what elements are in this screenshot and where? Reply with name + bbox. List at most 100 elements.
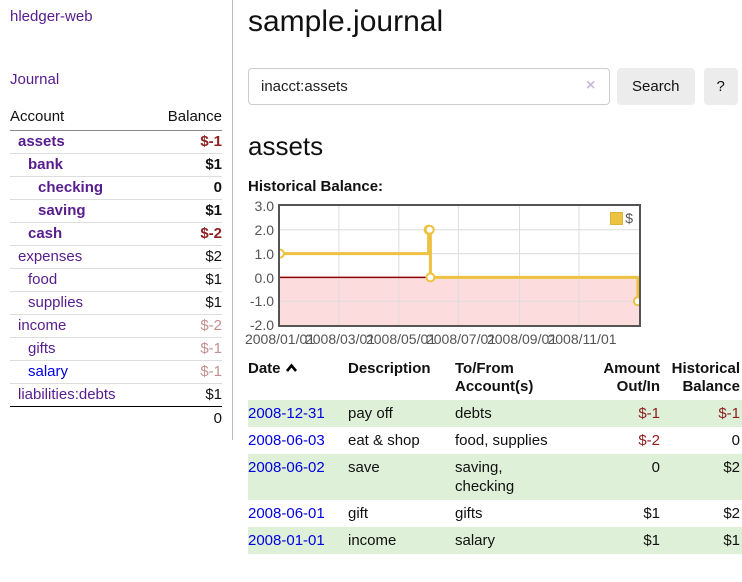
search-form: × Search ? bbox=[248, 68, 740, 105]
account-link-liabilities-debts[interactable]: liabilities:debts bbox=[18, 386, 116, 403]
search-button[interactable]: Search bbox=[617, 68, 695, 105]
account-row-gifts: gifts $-1 bbox=[10, 337, 222, 361]
account-row-supplies: supplies $1 bbox=[10, 291, 222, 315]
accounts-total-value: 0 bbox=[150, 406, 222, 431]
transaction-accounts: salary bbox=[455, 532, 496, 549]
transaction-balance: $2 bbox=[723, 505, 740, 522]
accounts-balance-table: Account Balance assets $-1 bank $1 check… bbox=[10, 105, 222, 431]
legend-label: $ bbox=[625, 210, 633, 226]
account-row-saving: saving $1 bbox=[10, 199, 222, 223]
transaction-date-link[interactable]: 2008-12-31 bbox=[248, 405, 325, 422]
y-tick: 0.0 bbox=[254, 270, 274, 286]
register-row: 2008-06-02 save saving, checking 0 $2 bbox=[248, 454, 742, 500]
transaction-date-link[interactable]: 2008-06-02 bbox=[248, 459, 325, 476]
register-header-date[interactable]: Date bbox=[248, 356, 348, 400]
transaction-amount: $-1 bbox=[638, 405, 660, 422]
account-link-expenses[interactable]: expenses bbox=[18, 248, 83, 265]
transaction-amount: 0 bbox=[651, 459, 660, 476]
accounts-table-header: Account Balance bbox=[10, 105, 222, 131]
y-tick: 1.0 bbox=[254, 246, 274, 262]
account-link-gifts[interactable]: gifts bbox=[28, 340, 56, 357]
y-tick: -1.0 bbox=[249, 293, 274, 309]
accounts-header-account: Account bbox=[10, 105, 151, 131]
register-header-description: Description bbox=[348, 360, 431, 377]
help-button[interactable]: ? bbox=[703, 68, 738, 105]
transaction-accounts: food, supplies bbox=[455, 432, 548, 449]
account-balance: $2 bbox=[150, 245, 222, 269]
register-row: 2008-12-31 pay off debts $-1 $-1 bbox=[248, 400, 742, 427]
account-balance: $1 bbox=[150, 153, 222, 177]
account-row-assets: assets $-1 bbox=[10, 130, 222, 154]
account-row-expenses: expenses $2 bbox=[10, 245, 222, 269]
account-balance: $1 bbox=[150, 199, 222, 223]
account-heading: assets bbox=[248, 131, 324, 161]
historical-balance-chart: 3.0 2.0 1.0 0.0 -1.0 -2.0 $ 2008/01/01 2… bbox=[244, 198, 740, 350]
account-link-assets[interactable]: assets bbox=[18, 133, 65, 150]
register-row: 2008-06-03 eat & shop food, supplies $-2… bbox=[248, 427, 742, 454]
account-balance: 0 bbox=[150, 176, 222, 200]
x-tick: 2008/03/01 bbox=[304, 331, 376, 347]
account-link-supplies[interactable]: supplies bbox=[28, 294, 84, 311]
x-tick: 2008/07/01 bbox=[425, 331, 497, 347]
transaction-balance: $2 bbox=[723, 459, 740, 476]
account-row-income: income $-2 bbox=[10, 314, 222, 338]
register-header-balance: Historical Balance bbox=[671, 360, 740, 395]
account-row-liabilities-debts: liabilities:debts $1 bbox=[10, 384, 222, 407]
account-link-food[interactable]: food bbox=[28, 271, 58, 288]
account-link-bank[interactable]: bank bbox=[28, 156, 64, 173]
transaction-amount: $1 bbox=[643, 505, 660, 522]
transaction-amount: $-2 bbox=[638, 432, 660, 449]
sort-ascending-icon bbox=[285, 360, 298, 378]
account-row-salary: salary $-1 bbox=[10, 360, 222, 384]
transaction-date-link[interactable]: 2008-01-01 bbox=[248, 532, 325, 549]
register-table: Date Description To/From Account(s) Amou… bbox=[248, 356, 742, 554]
account-row-bank: bank $1 bbox=[10, 153, 222, 177]
account-row-food: food $1 bbox=[10, 268, 222, 292]
transaction-date-link[interactable]: 2008-06-03 bbox=[248, 432, 325, 449]
account-balance: $-2 bbox=[150, 222, 222, 246]
transaction-description: gift bbox=[348, 505, 369, 522]
y-tick: -2.0 bbox=[249, 317, 274, 333]
transaction-description: eat & shop bbox=[348, 432, 420, 449]
app-brand-link[interactable]: hledger-web bbox=[10, 8, 93, 25]
y-tick: 3.0 bbox=[254, 198, 274, 214]
account-link-income[interactable]: income bbox=[18, 317, 67, 334]
transaction-balance: $-1 bbox=[718, 405, 740, 422]
chart-title: Historical Balance: bbox=[248, 178, 384, 195]
y-tick: 2.0 bbox=[254, 222, 274, 238]
transaction-accounts: saving, checking bbox=[455, 459, 515, 495]
account-link-saving[interactable]: saving bbox=[38, 202, 86, 219]
accounts-total-row: 0 bbox=[10, 406, 222, 431]
account-balance: $-1 bbox=[150, 337, 222, 361]
transaction-balance: $1 bbox=[723, 532, 740, 549]
register-header-row: Date Description To/From Account(s) Amou… bbox=[248, 356, 742, 400]
account-balance: $1 bbox=[150, 268, 222, 292]
account-link-salary[interactable]: salary bbox=[28, 363, 69, 380]
account-balance: $-1 bbox=[150, 130, 222, 154]
transaction-description: pay off bbox=[348, 405, 393, 422]
transaction-accounts: gifts bbox=[455, 505, 483, 522]
chart-legend: $ bbox=[609, 210, 634, 226]
register-header-amount: Amount Out/In bbox=[603, 360, 660, 395]
x-tick: 2008/01/01 bbox=[244, 331, 316, 347]
x-tick: 2008/05/01 bbox=[365, 331, 437, 347]
account-balance: $1 bbox=[205, 386, 222, 403]
account-balance: $-1 bbox=[150, 360, 222, 384]
transaction-date-link[interactable]: 2008-06-01 bbox=[248, 505, 325, 522]
account-balance: $1 bbox=[150, 291, 222, 315]
main-content: sample.journal × Search ? assets Histori… bbox=[244, 0, 742, 554]
account-link-checking[interactable]: checking bbox=[38, 179, 104, 196]
sidebar: hledger-web Journal Account Balance asse… bbox=[0, 0, 233, 440]
account-link-cash[interactable]: cash bbox=[28, 225, 63, 242]
clear-search-icon[interactable]: × bbox=[586, 77, 596, 94]
account-row-checking: checking 0 bbox=[10, 176, 222, 200]
sidebar-item-journal[interactable]: Journal bbox=[10, 71, 60, 88]
register-header-accounts: To/From Account(s) bbox=[455, 360, 534, 395]
transaction-balance: 0 bbox=[731, 432, 740, 449]
register-row: 2008-06-01 gift gifts $1 $2 bbox=[248, 500, 742, 527]
accounts-header-balance: Balance bbox=[150, 105, 222, 131]
search-input[interactable] bbox=[248, 68, 610, 105]
transaction-description: save bbox=[348, 459, 380, 476]
date-header-label: Date bbox=[248, 360, 281, 377]
account-balance: $-2 bbox=[150, 314, 222, 338]
